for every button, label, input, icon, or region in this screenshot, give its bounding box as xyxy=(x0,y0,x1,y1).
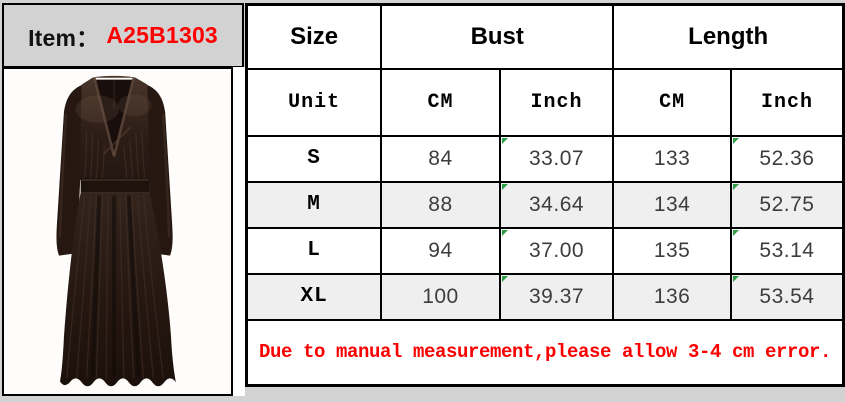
dress-left-sleeve xyxy=(56,84,83,256)
bust-cm-cell: 88 xyxy=(380,180,501,229)
length-column-header: Length xyxy=(612,3,845,70)
size-cell: S xyxy=(245,134,383,183)
bust-inch-cell: 39.37 xyxy=(498,272,615,321)
unit-label: Unit xyxy=(245,67,383,137)
product-photo xyxy=(2,67,233,396)
length-cm-cell: 136 xyxy=(612,272,732,321)
green-triangle-icon xyxy=(732,275,739,282)
left-panel: Item： A25B1303 xyxy=(0,0,245,402)
dress-neck-opening xyxy=(92,79,136,159)
dress-bodice xyxy=(79,75,150,180)
size-chart-table: Size Bust Length Unit CM Inch CM Inch S … xyxy=(245,3,845,387)
photo-right-gap xyxy=(233,67,245,396)
green-triangle-icon xyxy=(732,183,739,190)
length-cm-cell: 135 xyxy=(612,226,732,275)
table-header-row: Size Bust Length xyxy=(245,3,845,70)
item-label: Item： xyxy=(28,24,100,51)
bust-cm-cell: 94 xyxy=(380,226,501,275)
unit-row: Unit CM Inch CM Inch xyxy=(245,67,845,137)
bust-cm-header: CM xyxy=(380,67,501,137)
bust-inch-cell: 33.07 xyxy=(498,134,615,183)
green-triangle-icon xyxy=(501,275,508,282)
measurement-note: Due to manual measurement,please allow 3… xyxy=(245,318,845,387)
length-inch-cell: 53.54 xyxy=(729,272,845,321)
length-cm-header: CM xyxy=(612,67,732,137)
length-inch-cell: 53.14 xyxy=(729,226,845,275)
length-cm-cell: 134 xyxy=(612,180,732,229)
length-cm-cell: 133 xyxy=(612,134,732,183)
size-row-m: M 88 34.64 134 52.75 xyxy=(245,180,845,229)
size-cell: L xyxy=(245,226,383,275)
green-triangle-icon xyxy=(501,183,508,190)
green-triangle-icon xyxy=(501,229,508,236)
bust-column-header: Bust xyxy=(380,3,615,70)
size-column-header: Size xyxy=(245,3,383,70)
bust-inch-cell: 37.00 xyxy=(498,226,615,275)
dress-image xyxy=(56,75,176,387)
green-triangle-icon xyxy=(732,137,739,144)
length-inch-cell: 52.75 xyxy=(729,180,845,229)
item-number-cell: Item： A25B1303 xyxy=(2,3,244,68)
green-triangle-icon xyxy=(501,137,508,144)
bust-cm-cell: 84 xyxy=(380,134,501,183)
item-number-value: A25B1303 xyxy=(106,22,218,48)
green-triangle-icon xyxy=(732,229,739,236)
bust-inch-cell: 34.64 xyxy=(498,180,615,229)
length-inch-header: Inch xyxy=(729,67,845,137)
size-row-xl: XL 100 39.37 136 53.54 xyxy=(245,272,845,321)
dress-waistband xyxy=(80,177,150,193)
note-row: Due to manual measurement,please allow 3… xyxy=(245,318,845,387)
size-row-l: L 94 37.00 135 53.14 xyxy=(245,226,845,275)
size-cell: XL xyxy=(245,272,383,321)
size-cell: M xyxy=(245,180,383,229)
bust-cm-cell: 100 xyxy=(380,272,501,321)
size-row-s: S 84 33.07 133 52.36 xyxy=(245,134,845,183)
bust-inch-header: Inch xyxy=(498,67,615,137)
length-inch-cell: 52.36 xyxy=(729,134,845,183)
